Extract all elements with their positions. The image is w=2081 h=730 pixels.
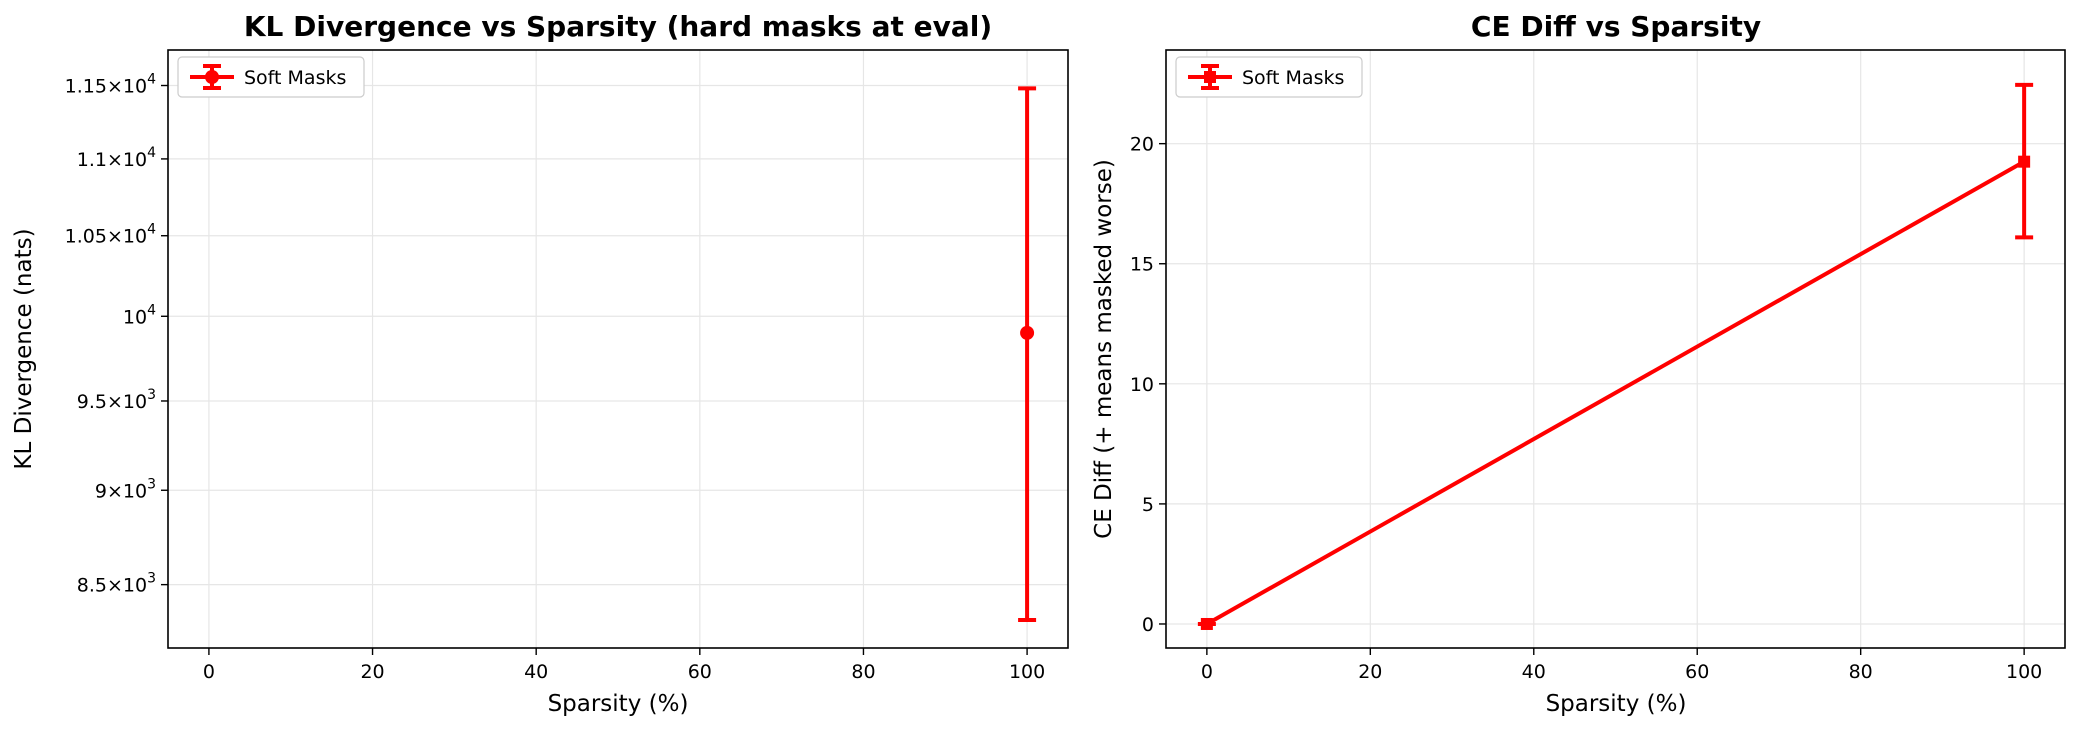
ce-x-tick-label: 20 <box>1358 661 1382 683</box>
ce-x-tick-label: 40 <box>1522 661 1546 683</box>
ce-legend-marker <box>1204 71 1216 83</box>
kl-y-axis-label: KL Divergence (nats) <box>11 228 37 469</box>
ce-x-axis-label: Sparsity (%) <box>1546 691 1687 717</box>
kl-y-tick-label: 1.05×104 <box>65 222 156 248</box>
ce-y-axis-label: CE Diff (+ means masked worse) <box>1091 159 1117 539</box>
kl-legend-marker <box>205 70 219 84</box>
ce-y-tick-label: 15 <box>1130 254 1154 276</box>
kl-x-tick-label: 100 <box>1009 661 1045 683</box>
ce-x-tick-label: 100 <box>2006 661 2042 683</box>
kl-legend-label: Soft Masks <box>244 67 346 89</box>
ce-y-tick-label: 20 <box>1130 134 1154 156</box>
ce-legend: Soft Masks <box>1175 56 1363 98</box>
kl-y-tick-label: 9.5×103 <box>77 387 156 413</box>
ce-diff-chart: 0 20 40 60 80 100 0 5 10 15 20 CE Diff vs Sparsit… <box>1091 10 2066 717</box>
kl-x-ticks: 0 20 40 60 80 100 <box>203 648 1045 683</box>
kl-x-tick-label: 20 <box>360 661 384 683</box>
ce-legend-label: Soft Masks <box>1242 67 1344 89</box>
kl-plot-frame <box>167 49 1069 649</box>
kl-legend-swatch <box>190 64 234 90</box>
kl-x-tick-label: 60 <box>688 661 712 683</box>
ce-data-point <box>2018 155 2031 168</box>
kl-chart-title: KL Divergence vs Sparsity (hard masks at… <box>244 10 992 43</box>
ce-legend-box <box>1175 56 1363 98</box>
kl-legend-box <box>177 56 365 98</box>
kl-legend: Soft Masks <box>177 56 365 98</box>
kl-x-axis-label: Sparsity (%) <box>548 691 689 717</box>
kl-data-marks <box>1018 86 1037 622</box>
kl-x-tick-label: 0 <box>203 661 215 683</box>
kl-y-ticks: 8.5×1039×1039.5×1031041.05×1041.1×1041.1… <box>65 72 168 597</box>
ce-y-tick-label: 0 <box>1142 614 1154 636</box>
ce-data-marks <box>1197 82 2034 630</box>
ce-x-tick-label: 0 <box>1201 661 1213 683</box>
kl-divergence-chart: 0 20 40 60 80 100 8.5×1039×1039.5×1031041.05×… <box>11 10 1069 717</box>
kl-y-tick-label: 1.15×104 <box>65 72 156 98</box>
ce-y-ticks: 0 5 10 15 20 <box>1130 134 1166 636</box>
ce-x-ticks: 0 20 40 60 80 100 <box>1201 648 2042 683</box>
kl-y-tick-label: 9×103 <box>95 476 156 502</box>
ce-x-tick-label: 60 <box>1685 661 1709 683</box>
ce-chart-title: CE Diff vs Sparsity <box>1471 10 1761 43</box>
kl-data-point <box>1020 325 1035 340</box>
kl-x-tick-label: 80 <box>851 661 875 683</box>
ce-plot-frame <box>1165 49 2066 649</box>
ce-y-tick-label: 10 <box>1130 374 1154 396</box>
kl-y-tick-label: 1.1×104 <box>77 145 156 171</box>
ce-grid <box>1166 50 2065 648</box>
ce-data-point <box>1200 617 1213 630</box>
kl-x-tick-label: 40 <box>524 661 548 683</box>
ce-legend-swatch <box>1188 64 1232 90</box>
ce-y-tick-label: 5 <box>1142 494 1154 516</box>
ce-series-line <box>1205 159 2026 626</box>
ce-x-tick-label: 80 <box>1849 661 1873 683</box>
kl-y-tick-label: 8.5×103 <box>77 571 156 597</box>
